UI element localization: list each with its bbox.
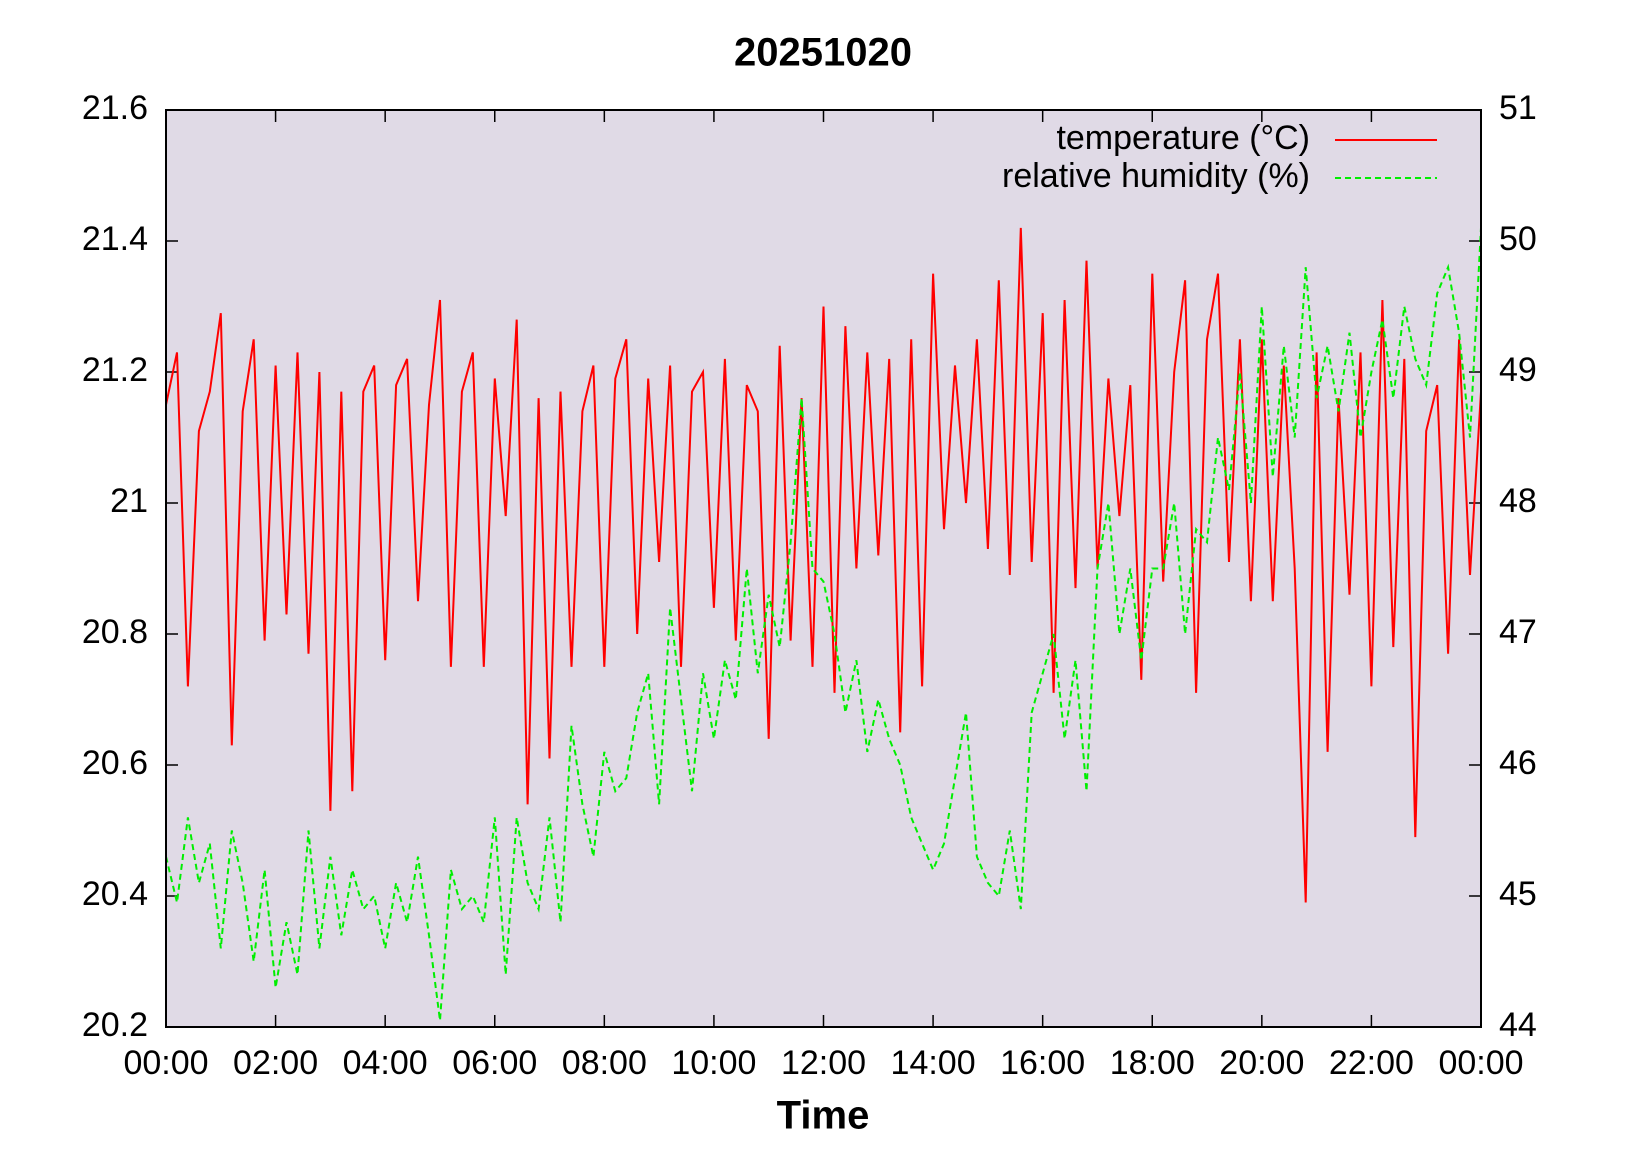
y2-tick-label: 45 [1499, 875, 1537, 913]
x-tick-label: 10:00 [671, 1044, 756, 1082]
y-tick-label: 21 [110, 482, 148, 520]
y2-tick-label: 47 [1499, 613, 1537, 651]
x-tick-label: 02:00 [233, 1044, 318, 1082]
legend-label: temperature (°C) [1056, 119, 1310, 157]
x-tick-label: 00:00 [123, 1044, 208, 1082]
y-tick-label: 20.8 [82, 613, 148, 651]
x-axis-title: Time [777, 1094, 870, 1138]
y-tick-label: 20.4 [82, 875, 148, 913]
x-tick-label: 04:00 [343, 1044, 428, 1082]
y2-tick-label: 50 [1499, 220, 1537, 258]
x-tick-label: 18:00 [1110, 1044, 1195, 1082]
y-tick-label: 21.2 [82, 351, 148, 389]
x-tick-label: 08:00 [562, 1044, 647, 1082]
x-tick-label: 14:00 [891, 1044, 976, 1082]
x-tick-label: 22:00 [1329, 1044, 1414, 1082]
y-tick-label: 20.6 [82, 744, 148, 782]
x-tick-label: 20:00 [1219, 1044, 1304, 1082]
y2-tick-label: 49 [1499, 351, 1537, 389]
chart-title: 20251020 [734, 31, 912, 75]
y-tick-label: 20.2 [82, 1006, 148, 1044]
x-tick-label: 00:00 [1438, 1044, 1523, 1082]
x-tick-label: 16:00 [1000, 1044, 1085, 1082]
legend-label: relative humidity (%) [1002, 157, 1310, 195]
y2-tick-label: 51 [1499, 89, 1537, 127]
x-tick-label: 12:00 [781, 1044, 866, 1082]
y2-tick-label: 46 [1499, 744, 1537, 782]
y2-tick-label: 48 [1499, 482, 1537, 520]
y2-tick-label: 44 [1499, 1006, 1537, 1044]
data-line [165, 227, 1482, 903]
plot-background [166, 110, 1481, 1027]
y-tick-label: 21.6 [82, 89, 148, 127]
data-line [165, 227, 1482, 1021]
plot-frame [165, 109, 1482, 1028]
x-tick-label: 06:00 [452, 1044, 537, 1082]
y-tick-label: 21.4 [82, 220, 148, 258]
